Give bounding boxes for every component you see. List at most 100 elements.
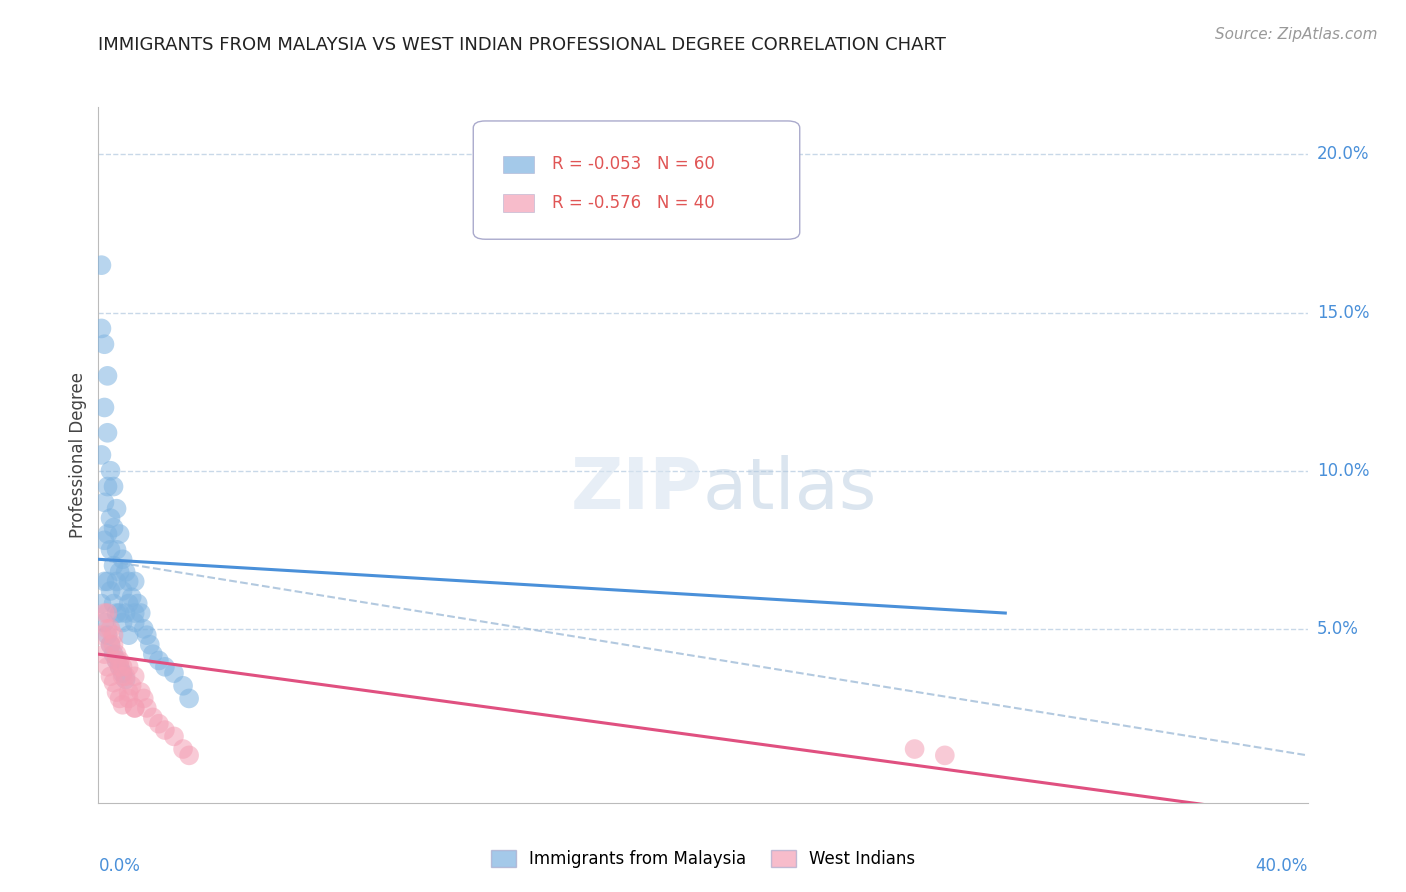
Point [114,669,136,683]
Y-axis label: Professional Degree: Professional Degree [69,372,87,538]
Point [163,666,186,681]
Point [118,660,141,674]
Point [132,622,155,636]
Point [111,698,134,712]
Point [100,638,122,652]
FancyBboxPatch shape [503,194,534,211]
Point [90,448,112,462]
Point [96,628,118,642]
Point [172,679,194,693]
Point [90,597,112,611]
Text: R = -0.053   N = 60: R = -0.053 N = 60 [551,155,714,173]
Point [118,574,141,589]
Point [121,591,143,605]
Point [103,479,125,493]
Point [118,685,141,699]
Point [135,701,157,715]
Point [103,628,125,642]
Point [129,685,152,699]
Point [108,653,131,667]
Point [111,660,134,674]
Point [153,723,176,737]
Point [108,691,131,706]
Point [105,647,128,661]
Point [108,527,131,541]
Point [96,574,118,589]
Point [105,653,128,667]
Point [93,574,115,589]
Point [105,685,128,699]
Point [111,669,134,683]
Text: 15.0%: 15.0% [1316,303,1369,322]
Point [124,669,146,683]
Point [96,622,118,636]
Point [124,701,146,715]
Point [108,660,131,674]
Point [124,615,146,630]
Point [96,368,118,383]
Point [93,495,115,509]
Point [177,748,201,763]
Text: atlas: atlas [703,455,877,524]
Point [100,638,122,652]
Legend: Immigrants from Malaysia, West Indians: Immigrants from Malaysia, West Indians [484,843,922,875]
Point [100,542,122,557]
Point [100,583,122,598]
Point [103,675,125,690]
Point [100,464,122,478]
Point [153,660,176,674]
Point [96,479,118,493]
Point [90,258,112,272]
Point [96,527,118,541]
Point [100,669,122,683]
Point [148,653,170,667]
Point [93,606,115,620]
Text: ZIP: ZIP [571,455,703,524]
Point [105,501,128,516]
Point [105,542,128,557]
Point [93,401,115,415]
Point [111,615,134,630]
Point [108,660,131,674]
Point [148,716,170,731]
Point [114,673,136,687]
Point [93,337,115,351]
Point [111,552,134,566]
Text: 40.0%: 40.0% [1256,856,1308,874]
Point [934,748,956,763]
Point [111,583,134,598]
Point [93,647,115,661]
Point [132,691,155,706]
Point [124,606,146,620]
Text: IMMIGRANTS FROM MALAYSIA VS WEST INDIAN PROFESSIONAL DEGREE CORRELATION CHART: IMMIGRANTS FROM MALAYSIA VS WEST INDIAN … [98,36,946,54]
Point [103,521,125,535]
Text: 5.0%: 5.0% [1316,620,1358,638]
Point [103,647,125,661]
Point [93,533,115,548]
Point [93,615,115,630]
Point [127,597,149,611]
Point [163,730,186,744]
Point [139,638,162,652]
Point [124,574,146,589]
Text: R = -0.576   N = 40: R = -0.576 N = 40 [551,194,714,212]
Point [121,679,143,693]
Text: Source: ZipAtlas.com: Source: ZipAtlas.com [1215,27,1378,42]
Point [90,628,112,642]
Point [96,425,118,440]
Point [118,691,141,706]
Point [118,597,141,611]
Point [96,606,118,620]
Point [100,511,122,525]
Point [142,710,165,724]
Point [124,701,146,715]
Text: 20.0%: 20.0% [1316,145,1369,163]
Point [103,597,125,611]
Point [135,628,157,642]
Point [129,606,152,620]
Point [90,321,112,335]
Point [142,647,165,661]
Point [105,653,128,667]
Point [114,565,136,579]
FancyBboxPatch shape [503,156,534,173]
